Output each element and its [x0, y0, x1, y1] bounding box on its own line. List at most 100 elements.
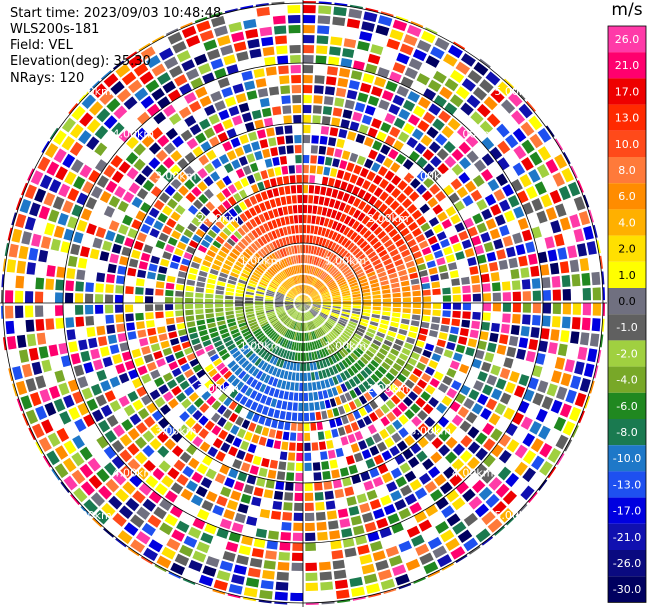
range-gate — [313, 256, 318, 265]
range-gate — [339, 213, 347, 223]
range-gate — [285, 297, 294, 301]
range-gate — [342, 537, 355, 548]
range-gate — [416, 362, 426, 371]
range-gate — [332, 16, 346, 27]
range-gate — [334, 233, 342, 243]
range-gate — [527, 491, 538, 503]
range-gate — [363, 11, 378, 23]
range-gate — [303, 295, 307, 303]
range-gate — [520, 485, 535, 501]
range-gate — [269, 178, 277, 188]
range-gate — [218, 429, 228, 440]
range-gate — [537, 251, 548, 264]
range-gate — [92, 83, 107, 98]
range-gate — [109, 376, 121, 388]
range-gate — [151, 63, 166, 77]
range-gate — [116, 275, 125, 285]
range-gate — [234, 180, 243, 191]
range-gate — [372, 310, 381, 315]
range-gate — [287, 462, 295, 471]
range-gate — [278, 65, 289, 75]
range-gate — [537, 146, 552, 161]
range-gate — [179, 264, 189, 272]
range-gate — [457, 529, 473, 544]
range-gate — [304, 442, 311, 451]
range-gate — [122, 191, 135, 203]
range-gate — [348, 378, 357, 388]
range-gate — [189, 267, 199, 275]
range-gate — [404, 379, 415, 389]
range-gate — [185, 304, 194, 310]
range-gate — [214, 100, 226, 112]
range-gate — [156, 555, 172, 569]
range-gate — [489, 146, 503, 161]
range-gate — [291, 85, 302, 94]
range-gate — [315, 340, 321, 349]
range-gate — [461, 276, 470, 285]
range-gate — [303, 303, 311, 307]
range-gate — [493, 354, 504, 366]
range-gate — [180, 198, 191, 209]
range-gate — [238, 102, 250, 113]
range-gate — [381, 315, 390, 321]
range-gate — [382, 298, 391, 303]
range-gate — [282, 328, 288, 336]
range-gate — [316, 521, 327, 531]
range-gate — [153, 350, 163, 360]
range-gate — [297, 285, 301, 294]
colorbar-tick-label: 8.0 — [618, 164, 636, 177]
range-gate — [344, 140, 354, 151]
range-gate — [338, 336, 347, 344]
range-gate — [222, 336, 232, 343]
range-gate — [356, 493, 368, 504]
range-gate — [403, 172, 415, 184]
range-gate — [340, 285, 349, 291]
range-gate — [117, 332, 127, 343]
range-gate — [374, 408, 385, 419]
range-gate — [502, 235, 514, 247]
range-gate — [227, 321, 237, 328]
range-gate — [493, 189, 506, 202]
range-gate — [216, 495, 228, 507]
range-gate — [352, 308, 361, 312]
range-gate — [388, 228, 398, 238]
range-gate — [470, 275, 480, 284]
range-gate — [447, 262, 458, 271]
range-gate — [286, 307, 295, 312]
range-gate — [308, 195, 314, 204]
range-gate — [96, 435, 109, 449]
range-gate — [357, 188, 366, 199]
range-gate — [250, 183, 259, 194]
range-gate — [42, 455, 52, 468]
range-gate — [94, 125, 109, 140]
range-gate — [48, 344, 59, 357]
range-gate — [435, 521, 449, 534]
range-gate — [317, 541, 329, 551]
range-gate — [205, 288, 214, 294]
range-gate — [271, 5, 286, 15]
range-gate — [436, 257, 446, 266]
range-gate — [256, 311, 265, 316]
range-gate — [536, 112, 546, 125]
range-gate — [482, 422, 495, 436]
range-gate — [164, 490, 178, 503]
range-gate — [361, 315, 370, 320]
range-gate — [305, 592, 319, 601]
range-gate — [287, 5, 301, 14]
range-gate — [291, 562, 303, 571]
range-gate — [132, 490, 146, 504]
range-gate — [120, 465, 134, 479]
range-gate — [195, 314, 205, 320]
range-gate — [424, 229, 435, 239]
range-gate — [432, 309, 441, 317]
range-gate — [269, 343, 276, 352]
range-gate — [115, 63, 131, 78]
range-gate — [269, 316, 278, 322]
range-gate — [569, 259, 580, 273]
range-gate — [324, 228, 331, 238]
range-gate — [239, 395, 248, 406]
range-gate — [90, 212, 102, 225]
range-gate — [217, 35, 231, 47]
range-gate — [372, 508, 385, 520]
range-gate — [338, 202, 346, 212]
